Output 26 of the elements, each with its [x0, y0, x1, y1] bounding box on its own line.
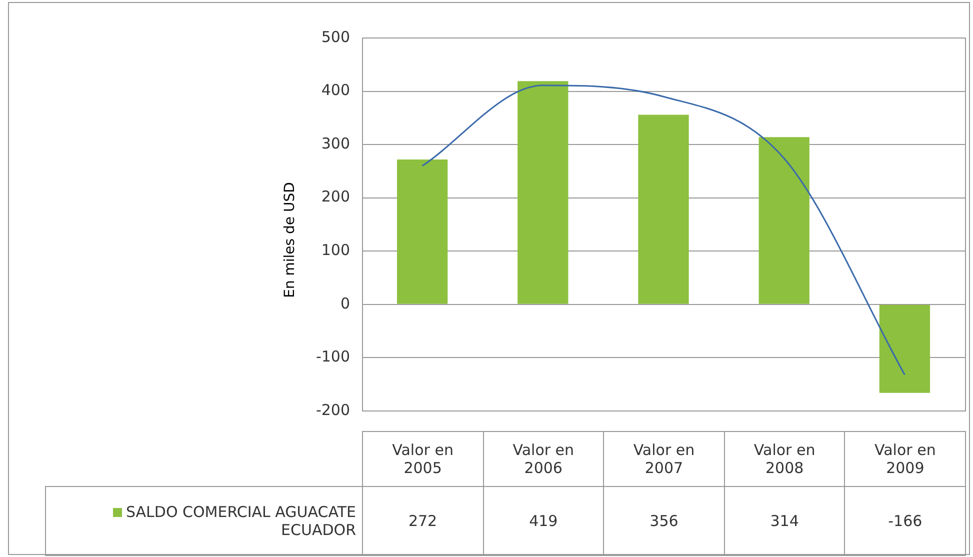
x-tick-label: Valor en 2005 — [362, 432, 484, 486]
y-tick-label: 0 — [340, 294, 350, 312]
y-tick-label: 300 — [321, 134, 350, 152]
y-tick-label: 500 — [321, 28, 350, 46]
x-tick-label: Valor en 2008 — [724, 432, 845, 486]
data-label: 419 — [483, 486, 604, 556]
line-series — [422, 84, 906, 376]
y-axis-title: En miles de USD — [282, 182, 298, 298]
y-tick-label: 200 — [321, 188, 350, 206]
bar — [758, 137, 810, 304]
legend-label: SALDO COMERCIAL AGUACATE ECUADOR — [46, 486, 362, 556]
bar — [396, 159, 448, 304]
data-label: 314 — [724, 486, 845, 556]
data-label: 356 — [604, 486, 724, 556]
y-tick-label: 100 — [321, 241, 350, 260]
bar — [518, 81, 568, 304]
data-label: 272 — [362, 486, 484, 556]
bar — [638, 114, 689, 304]
y-tick-label: -100 — [316, 348, 350, 366]
bar — [879, 304, 930, 393]
y-tick-label: -200 — [316, 400, 350, 419]
x-tick-label: Valor en 2007 — [604, 432, 724, 486]
data-label: -166 — [844, 486, 966, 556]
y-tick-label: 400 — [321, 81, 350, 100]
x-tick-label: Valor en 2006 — [483, 432, 604, 486]
x-tick-label: Valor en 2009 — [844, 432, 966, 486]
